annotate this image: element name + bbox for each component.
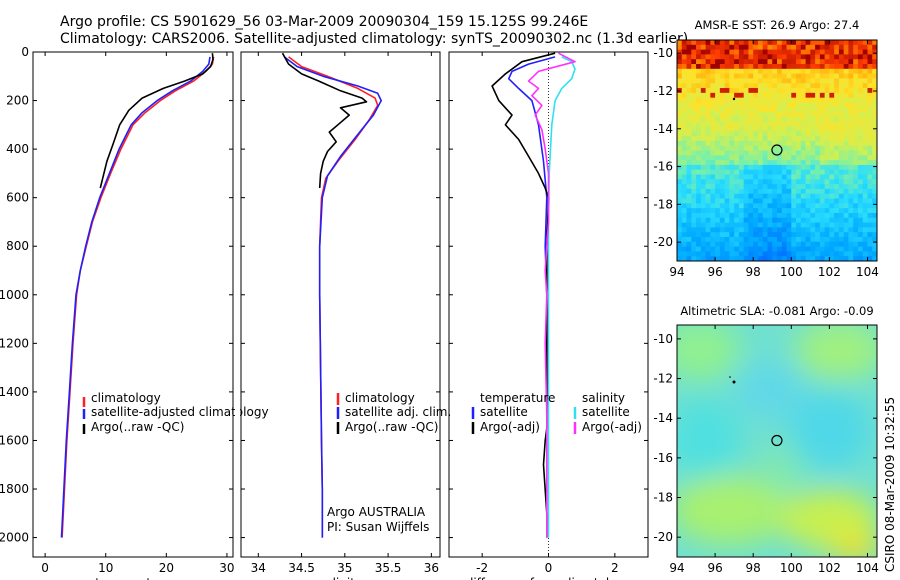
sst_map-frame xyxy=(676,39,878,262)
salinity-panel: 34 34.5 35 35.5 36 salinity xyxy=(240,51,441,580)
depth-tick-label: 1400 xyxy=(0,385,29,399)
temperature-xlabel: temperature xyxy=(95,576,170,580)
sst_map-xtick-label: 104 xyxy=(856,265,879,279)
sst_map-xtick-label: 100 xyxy=(780,265,803,279)
sla_map-xtick-label: 94 xyxy=(669,561,684,575)
figure-title-line1: Argo profile: CS 5901629_56 03-Mar-2009 … xyxy=(60,14,588,30)
difference-xtick-label: -2 xyxy=(476,561,488,575)
sst_map-xtick-label: 98 xyxy=(746,265,761,279)
legend-diff-t-argo: Argo(-adj) xyxy=(480,420,540,434)
legend-diff-t-satellite: satellite xyxy=(480,405,528,419)
sla_map-ytick-label: -10 xyxy=(653,332,673,346)
salinity-xtick-label: 35 xyxy=(337,561,352,575)
sla-map: Altimetric SLA: -0.081 Argo: -0.09 xyxy=(677,304,877,557)
sst_map-ytick-label: -14 xyxy=(653,122,673,136)
sla_map-ytick-label: -18 xyxy=(653,491,673,505)
temperature-series-satellite-adjusted-climatology xyxy=(60,56,211,538)
sla_map-frame xyxy=(676,324,878,558)
sla_map-xtick-label: 96 xyxy=(707,561,722,575)
sla_map-ytick-label: -16 xyxy=(653,451,673,465)
depth-tick-label: 400 xyxy=(6,142,29,156)
legend-sal-satellite: satellite adj. clim. xyxy=(345,405,451,419)
sla_map-xtick-label: 100 xyxy=(780,561,803,575)
depth-tick-label: 1600 xyxy=(0,433,29,447)
depth-tick-label: 200 xyxy=(6,94,29,108)
depth-tick-label: 1800 xyxy=(0,482,29,496)
sla_map-xtick-label: 102 xyxy=(818,561,841,575)
legend-diff-salinity: salinity xyxy=(582,391,625,405)
sla_map-ytick-label: -14 xyxy=(653,411,673,425)
sst_map-ytick-label: -12 xyxy=(653,84,673,98)
sst_map-ytick-label: -20 xyxy=(653,235,673,249)
salinity-legend: climatology satellite adj. clim. Argo(..… xyxy=(336,391,451,434)
sst_map-xtick-label: 94 xyxy=(669,265,684,279)
sst_map-xtick-label: 96 xyxy=(707,265,722,279)
difference-series-temperature-argo-adj- xyxy=(491,52,556,538)
temperature-panel: 0 10 20 30 temperature 0 200 400 600 800 1000 1200 1… xyxy=(0,45,235,580)
sst_map-ytick-label: -16 xyxy=(653,160,673,174)
temperature-xtick-label: 0 xyxy=(41,561,49,575)
salinity-series-argo-raw-qc- xyxy=(281,52,368,189)
legend-argo-raw: Argo(..raw -QC) xyxy=(91,420,184,434)
depth-tick-label: 0 xyxy=(21,45,29,59)
salinity-xlabel: salinity xyxy=(319,576,362,580)
difference-xtick-label: 0 xyxy=(545,561,553,575)
legend-diff-temperature: temperature xyxy=(480,391,555,405)
sla_map-argo-marker xyxy=(771,434,783,447)
depth-tick-label: 2000 xyxy=(0,531,29,545)
temperature-xtick-label: 30 xyxy=(219,561,234,575)
sst_map-argo-marker xyxy=(771,144,783,156)
depth-tick-label: 1000 xyxy=(0,288,29,302)
difference-panel: -2 0 2difference from climatology xyxy=(448,51,649,580)
legend-diff-s-satellite: satellite xyxy=(582,405,630,419)
sla_map-xtick-label: 104 xyxy=(856,561,879,575)
salinity-xtick-label: 35.5 xyxy=(375,561,402,575)
depth-tick-label: 1200 xyxy=(0,336,29,350)
temperature-axes-frame xyxy=(32,51,234,558)
depth-tick-label: 600 xyxy=(6,191,29,205)
difference-xtick-label: 2 xyxy=(611,561,619,575)
legend-diff-s-argo: Argo(-adj) xyxy=(582,420,642,434)
sst_map-ytick-label: -10 xyxy=(653,46,673,60)
side-label: CSIRO 08-Mar-2009 10:32:55 xyxy=(883,397,897,572)
temperature-legend: climatology satellite-adjusted climatolo… xyxy=(82,391,269,434)
salinity-xtick-label: 36 xyxy=(424,561,439,575)
temperature-series-argo-raw-qc- xyxy=(99,53,214,189)
sla_map-ytick-label: -20 xyxy=(653,530,673,544)
sla-map-title: Altimetric SLA: -0.081 Argo: -0.09 xyxy=(680,304,873,318)
legend-sal-argo: Argo(..raw -QC) xyxy=(345,420,438,434)
sla_map-ytick-label: -12 xyxy=(653,372,673,386)
temperature-xtick-label: 10 xyxy=(98,561,113,575)
difference-series-salinity-argo-adj- xyxy=(527,52,576,538)
salinity-axes-frame xyxy=(240,51,441,558)
temperature-xtick-label: 20 xyxy=(159,561,174,575)
salinity-series-satellite-adj-clim- xyxy=(283,56,383,538)
sst_map-xtick-label: 102 xyxy=(818,265,841,279)
pi-label: PI: Susan Wijffels xyxy=(327,520,429,534)
sst-map-title: AMSR-E SST: 26.9 Argo: 27.4 xyxy=(695,18,860,32)
map-axes: 94 96 98 100 102 104 -10 -12 -14 -16 -18 -20 94 96 98 1… xyxy=(653,39,879,575)
sst-map: AMSR-E SST: 26.9 Argo: 27.4 xyxy=(677,18,877,261)
depth-tick-label: 800 xyxy=(6,239,29,253)
difference-legend: temperature satellite Argo(-adj) salinit… xyxy=(471,391,642,434)
sla_map-xtick-label: 98 xyxy=(746,561,761,575)
salinity-xtick-label: 34.5 xyxy=(288,561,315,575)
difference-xlabel: difference from climatology xyxy=(466,576,632,580)
legend-sal-climatology: climatology xyxy=(345,391,415,405)
argo-australia-label: Argo AUSTRALIA xyxy=(327,505,426,519)
legend-satellite-adjusted: satellite-adjusted climatology xyxy=(91,405,269,419)
legend-climatology: climatology xyxy=(91,391,161,405)
difference-series-salinity-satellite xyxy=(547,56,576,538)
salinity-xtick-label: 34 xyxy=(251,561,266,575)
figure-title-line2: Climatology: CARS2006. Satellite-adjuste… xyxy=(60,31,688,47)
sst_map-ytick-label: -18 xyxy=(653,197,673,211)
